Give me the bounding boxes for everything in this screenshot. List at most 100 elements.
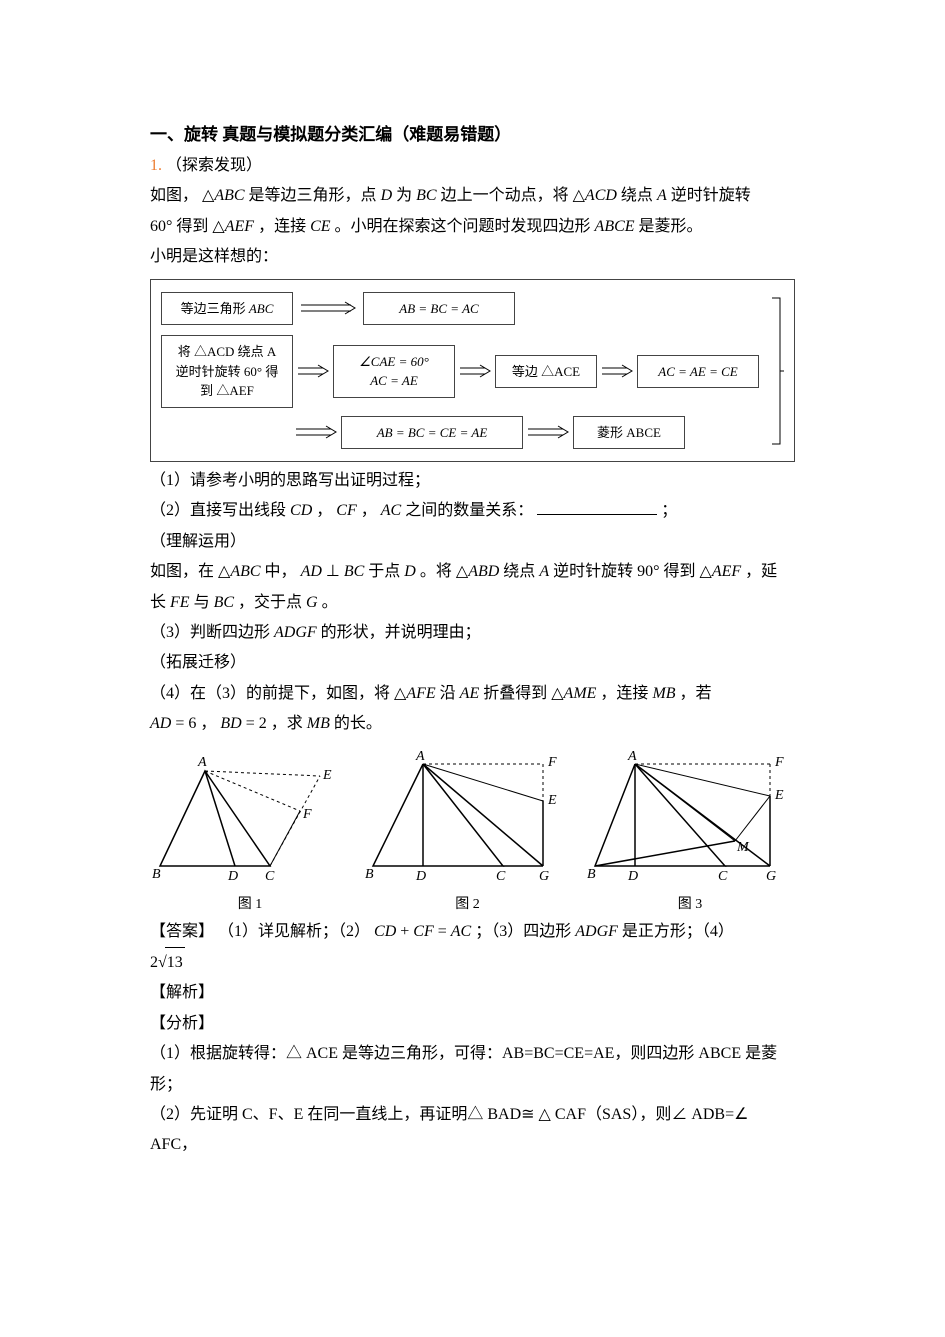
svg-text:B: B (587, 867, 596, 882)
q1-sub1: （1）请参考小明的思路写出证明过程； (150, 466, 795, 496)
figure-3-caption: 图 3 (585, 893, 795, 913)
svg-text:G: G (539, 869, 549, 884)
svg-text:E: E (774, 788, 784, 803)
q1-para6: AD = 6 ， BD = 2 ，求 MB 的长。 (150, 709, 795, 739)
sym: CF (413, 923, 433, 940)
figure-2-caption: 图 2 (363, 893, 573, 913)
svg-text:A: A (197, 755, 207, 770)
q1-number: 1. (150, 157, 162, 174)
sym: ABD (468, 563, 499, 580)
q1-para4: 如图，在 △ABC 中， AD ⊥ BC 于点 D 。将 △ABD 绕点 A 逆… (150, 557, 795, 587)
text: 是正方形；（4） (622, 923, 734, 940)
figure-1: A B D C E F 图 1 (150, 746, 350, 913)
flow-box-5: 等边 △ACE (495, 355, 597, 389)
sym: CE (310, 218, 330, 235)
answer-val-4: 2√13 (150, 947, 795, 978)
text: ， (361, 502, 377, 519)
figure-1-caption: 图 1 (150, 893, 350, 913)
sym: ∠CAE = 60° (359, 354, 429, 369)
svg-text:M: M (736, 840, 750, 855)
sym: BD (220, 715, 241, 732)
flow-box-6: AC = AE = CE (637, 355, 759, 389)
sym: AB = BC = AC (399, 301, 478, 316)
svg-text:E: E (547, 793, 557, 808)
sym: D (404, 563, 416, 580)
sym: G (306, 594, 318, 611)
sym: 60° (150, 218, 172, 235)
figure-3: A B D C G F E M 图 3 (585, 746, 795, 913)
sym: AC = AE (370, 373, 418, 388)
svg-text:C: C (265, 869, 275, 884)
sym: AD (150, 715, 171, 732)
q1-sub2: （2）直接写出线段 CD ， CF ， AC 之间的数量关系： ； (150, 496, 795, 526)
figure-1-svg: A B D C E F (150, 746, 350, 886)
text: ，连接 (258, 218, 306, 235)
sym: 90° (637, 563, 659, 580)
sym: BC (344, 563, 364, 580)
sym: + (396, 923, 413, 940)
text: 得到 (176, 218, 208, 235)
text: 逆时针旋转 60° 得 (172, 362, 282, 382)
text: 。 (322, 594, 338, 611)
q1-number-line: 1. （探索发现） (150, 151, 795, 181)
text: 如图，在 (150, 563, 214, 580)
text: 边上一个动点，将 (441, 187, 569, 204)
sym: 2 (150, 954, 158, 971)
sym: A (657, 187, 667, 204)
text: 。将 (420, 563, 452, 580)
sym: △ (456, 563, 468, 580)
text: ； (661, 502, 677, 519)
svg-text:E: E (322, 768, 332, 783)
text: 如图， (150, 187, 198, 204)
flow-box-3: 将 △ACD 绕点 A 逆时针旋转 60° 得 到 △AEF (161, 335, 293, 408)
q1-para5: 长 FE 与 BC ，交于点 G 。 (150, 588, 795, 618)
sym: = 6 (171, 715, 196, 732)
arrow-icon (523, 424, 573, 440)
flow-row-1: 等边三角形 ABC AB = BC = AC (161, 292, 770, 326)
text: 得到 (664, 563, 696, 580)
text: （1）详见解析；（2） (218, 923, 370, 940)
sym: △ (551, 685, 563, 702)
text: 长 (150, 594, 166, 611)
svg-text:D: D (627, 869, 638, 884)
text: 的形状，并说明理由； (321, 624, 481, 641)
text: 是等边三角形，点 (249, 187, 377, 204)
sym: AC = AE = CE (658, 364, 737, 379)
fill-blank (537, 500, 657, 515)
svg-text:B: B (365, 867, 374, 882)
text: 。小明在探索这个问题时发现四边形 (335, 218, 591, 235)
text: 绕点 (621, 187, 653, 204)
flow-row-3: AB = BC = CE = AE 菱形 ABCE (161, 416, 784, 450)
sym: △ (573, 187, 585, 204)
sym: ADGF (575, 923, 618, 940)
figure-3-svg: A B D C G F E M (585, 746, 795, 886)
text: 之间的数量关系： (405, 502, 533, 519)
text: 为 (396, 187, 412, 204)
text: 中， (265, 563, 297, 580)
svg-text:A: A (415, 749, 425, 764)
text: （4）在（3）的前提下，如图，将 (150, 685, 390, 702)
sym: A (539, 563, 549, 580)
text: 等边 △ACE (512, 364, 580, 379)
q1-sub3: （3）判断四边形 ADGF 的形状，并说明理由； (150, 618, 795, 648)
fenxi-label: 【分析】 (150, 1009, 795, 1039)
sym: AC (381, 502, 401, 519)
text: ，延 (745, 563, 777, 580)
arrow-icon (293, 363, 333, 379)
sym: BC (416, 187, 436, 204)
sym: △ (218, 563, 230, 580)
text: 于点 (368, 563, 400, 580)
text: 逆时针旋转 (671, 187, 751, 204)
text: 与 (194, 594, 210, 611)
jiexi-label: 【解析】 (150, 978, 795, 1008)
q1-subtitle-explore: （探索发现） (166, 157, 262, 174)
sym: △ (700, 563, 712, 580)
text: （3）判断四边形 (150, 624, 270, 641)
sym: AEF (225, 218, 254, 235)
sym: ABC (214, 187, 244, 204)
text: ， (200, 715, 216, 732)
analysis-2: （2）先证明 C、F、E 在同一直线上，再证明△ BAD≅ △ CAF（SAS）… (150, 1100, 795, 1161)
flow-box-2: AB = BC = AC (363, 292, 515, 326)
text: 绕点 (503, 563, 535, 580)
arrow-icon (455, 363, 495, 379)
